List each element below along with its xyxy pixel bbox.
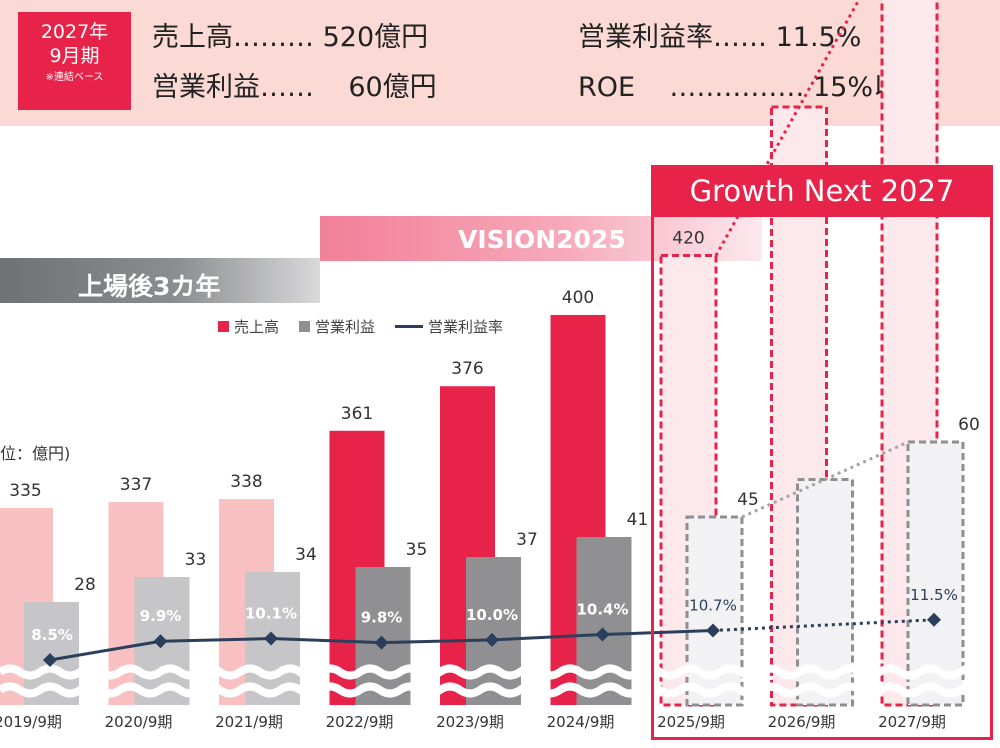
target-banner: 2027年 9月期 ※連結ベース 売上高……… 520億円 営業利益…… 60億… [0, 0, 1000, 126]
margin-projection-line [712, 618, 935, 633]
margin-point [595, 627, 610, 642]
margin-value-label: 9.9% [140, 607, 182, 625]
kpi-operating-profit: 営業利益…… 60億円 [152, 72, 437, 103]
wave-break-upper [0, 664, 1000, 680]
margin-point [264, 631, 278, 646]
op-profit-value-label: 28 [74, 575, 96, 595]
legend-sales-swatch [218, 321, 229, 332]
kpi-operating-margin: 営業利益率…… 11.5% [578, 22, 862, 53]
legend-sales: 売上高 [218, 316, 279, 337]
margin-point [43, 653, 57, 667]
unit-label: 位：億円) [0, 444, 71, 463]
op-profit-bar [355, 567, 411, 705]
x-tick-label: 2025/9期 [657, 713, 725, 731]
badge-note: ※連結ベース [45, 72, 104, 83]
margin-point [153, 634, 168, 649]
margin-value-label: 10.0% [466, 606, 518, 624]
margin-point [927, 612, 941, 627]
phase-post-listing-label: 上場後3カ年 [78, 272, 221, 301]
x-tick-label: 2024/9期 [547, 713, 615, 731]
sales-value-label: 420 [672, 229, 704, 249]
margin-value-label: 10.1% [245, 605, 297, 623]
kpi-sales: 売上高……… 520億円 [152, 22, 429, 53]
legend-margin-label: 営業利益率 [428, 318, 504, 336]
legend-op-profit-swatch [299, 321, 311, 332]
op-profit-value-label: 37 [516, 530, 538, 550]
x-tick-label: 2023/9期 [436, 713, 504, 731]
growth-next-header: Growth Next 2027 [651, 165, 993, 217]
x-tick-label: 2020/9期 [105, 713, 173, 731]
legend-sales-label: 売上高 [234, 318, 280, 336]
margin-point [485, 632, 499, 647]
chart-legend: 売上高 営業利益 営業利益率 [218, 316, 503, 337]
op-profit-bar [906, 440, 965, 707]
phase-vision2025-label: VISION2025 [458, 225, 626, 254]
phase-post-listing: 上場後3カ年 [0, 258, 320, 303]
legend-op-profit-label: 営業利益 [315, 318, 376, 336]
margin-point [374, 635, 389, 650]
op-profit-value-label: 35 [406, 540, 428, 560]
x-tick-label: 2027/9期 [878, 713, 946, 731]
op-profit-bar [466, 557, 521, 705]
op-profit-trend-line [741, 440, 909, 519]
sales-value-label: 361 [341, 404, 373, 424]
legend-op-profit: 営業利益 [299, 316, 375, 337]
op-profit-value-label: 60 [958, 415, 980, 435]
sales-value-label: 335 [9, 481, 41, 501]
margin-point [706, 623, 720, 638]
margin-value-label: 8.5% [31, 626, 73, 644]
x-tick-label: 2019/9期 [0, 713, 62, 731]
x-tick-label: 2026/9期 [768, 713, 836, 731]
margin-value-label: 10.7% [689, 597, 737, 615]
op-profit-value-label: 34 [295, 545, 317, 565]
op-profit-bar [576, 537, 632, 705]
x-tick-label: 2022/9期 [326, 713, 394, 731]
op-profit-value-label: 33 [185, 550, 207, 570]
sales-value-label: 400 [562, 288, 594, 308]
op-profit-value-label: 45 [737, 490, 759, 510]
target-badge: 2027年 9月期 ※連結ベース [18, 12, 131, 110]
op-profit-value-label: 41 [627, 510, 649, 530]
margin-value-label: 9.8% [361, 609, 403, 627]
margin-value-label: 10.4% [576, 601, 628, 619]
badge-period: 9月期 [49, 45, 100, 67]
legend-margin: 営業利益率 [395, 316, 503, 337]
wave-break-lower [0, 682, 1000, 698]
sales-value-label: 337 [120, 475, 152, 495]
growth-next-frame [651, 165, 993, 740]
legend-margin-swatch [395, 325, 424, 328]
phase-vision2025: VISION2025 [320, 216, 762, 261]
sales-value-label: 376 [451, 359, 483, 379]
x-tick-label: 2021/9期 [215, 713, 283, 731]
margin-value-label: 11.5% [910, 586, 958, 604]
sales-value-label: 338 [230, 472, 262, 492]
badge-year: 2027年 [40, 21, 109, 43]
